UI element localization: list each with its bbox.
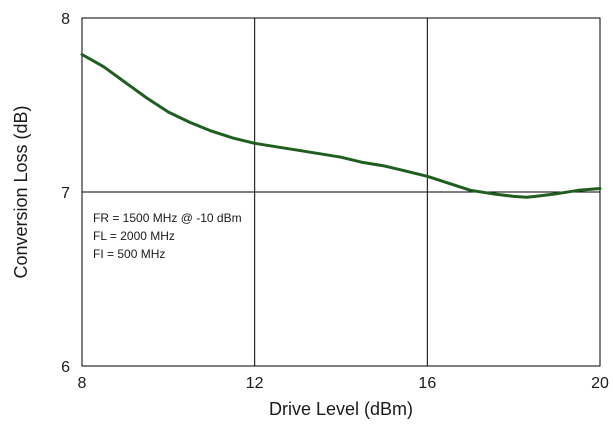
- annotation-fl: FL = 2000 MHz: [93, 229, 175, 243]
- x-tick-labels: 8 12 16 20: [78, 375, 609, 392]
- y-tick-label: 8: [61, 11, 70, 28]
- y-tick-labels: 6 7 8: [61, 11, 70, 376]
- annotation-fi: FI = 500 MHz: [93, 247, 165, 261]
- series-line: [80, 53, 602, 199]
- grid-lines: [82, 18, 600, 366]
- x-tick-label: 8: [78, 375, 87, 392]
- x-tick-label: 20: [591, 375, 609, 392]
- series-layer: [80, 53, 602, 199]
- y-tick-label: 7: [61, 185, 70, 202]
- annotation-fr: FR = 1500 MHz @ -10 dBm: [93, 211, 242, 225]
- plot-area-frame: [81, 17, 601, 367]
- y-tick-label: 6: [61, 359, 70, 376]
- y-axis-label: Conversion Loss (dB): [11, 105, 31, 278]
- x-axis-label: Drive Level (dBm): [269, 399, 413, 419]
- x-tick-label: 16: [418, 375, 436, 392]
- x-tick-label: 12: [246, 375, 264, 392]
